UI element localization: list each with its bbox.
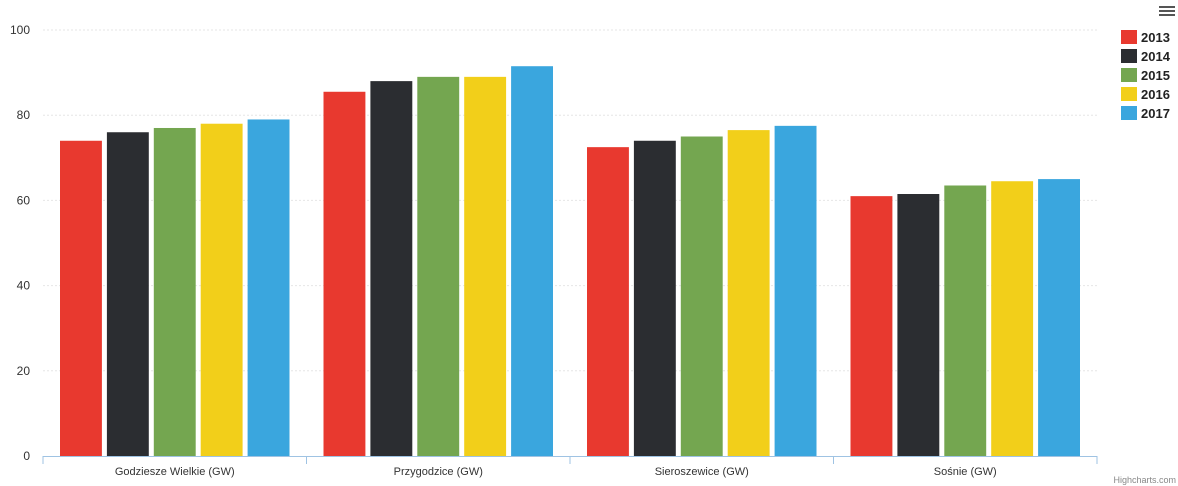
legend-label[interactable]: 2017 (1141, 106, 1170, 121)
x-category-label: Godzieszе Wielkie (GW) (115, 466, 235, 478)
hamburger-menu-icon[interactable] (1159, 4, 1175, 18)
bar-2014[interactable] (370, 81, 413, 457)
legend-label[interactable]: 2016 (1141, 87, 1170, 102)
bar-2013[interactable] (587, 147, 629, 456)
bar-2017[interactable] (774, 125, 817, 456)
x-category-label: Sośnie (GW) (934, 466, 997, 478)
y-tick-label: 40 (17, 279, 31, 293)
bar-2015[interactable] (417, 76, 460, 457)
bar-2017[interactable] (511, 66, 553, 457)
bar-2017[interactable] (1038, 179, 1080, 456)
bar-2016[interactable] (727, 130, 770, 457)
y-tick-label: 100 (10, 23, 30, 37)
legend-swatch[interactable] (1121, 49, 1137, 63)
bar-2016[interactable] (200, 123, 243, 456)
y-tick-label: 20 (17, 364, 31, 378)
bar-2014[interactable] (633, 140, 676, 456)
bar-2015[interactable] (944, 185, 987, 457)
bar-2015[interactable] (680, 136, 723, 457)
bar-2013[interactable] (850, 196, 893, 456)
y-tick-label: 60 (17, 193, 31, 207)
bar-2016[interactable] (464, 76, 507, 457)
y-tick-label: 0 (23, 449, 30, 463)
x-category-label: Sieroszewice (GW) (655, 466, 749, 478)
bar-2016[interactable] (991, 181, 1034, 457)
bar-2017[interactable] (247, 119, 290, 457)
credits-label[interactable]: Highcharts.com (1113, 475, 1176, 485)
bar-2013[interactable] (60, 140, 102, 456)
bar-2013[interactable] (323, 91, 366, 457)
legend-swatch[interactable] (1121, 30, 1137, 44)
legend-swatch[interactable] (1121, 106, 1137, 120)
legend-label[interactable]: 2015 (1141, 68, 1170, 83)
legend-swatch[interactable] (1121, 68, 1137, 82)
bar-2014[interactable] (897, 194, 940, 456)
legend-label[interactable]: 2014 (1141, 49, 1171, 64)
y-tick-label: 80 (17, 108, 31, 122)
bar-2014[interactable] (106, 132, 149, 457)
x-category-label: Przygodzice (GW) (394, 466, 483, 478)
bar-2015[interactable] (153, 127, 196, 456)
legend-label[interactable]: 2013 (1141, 30, 1170, 45)
legend-swatch[interactable] (1121, 87, 1137, 101)
